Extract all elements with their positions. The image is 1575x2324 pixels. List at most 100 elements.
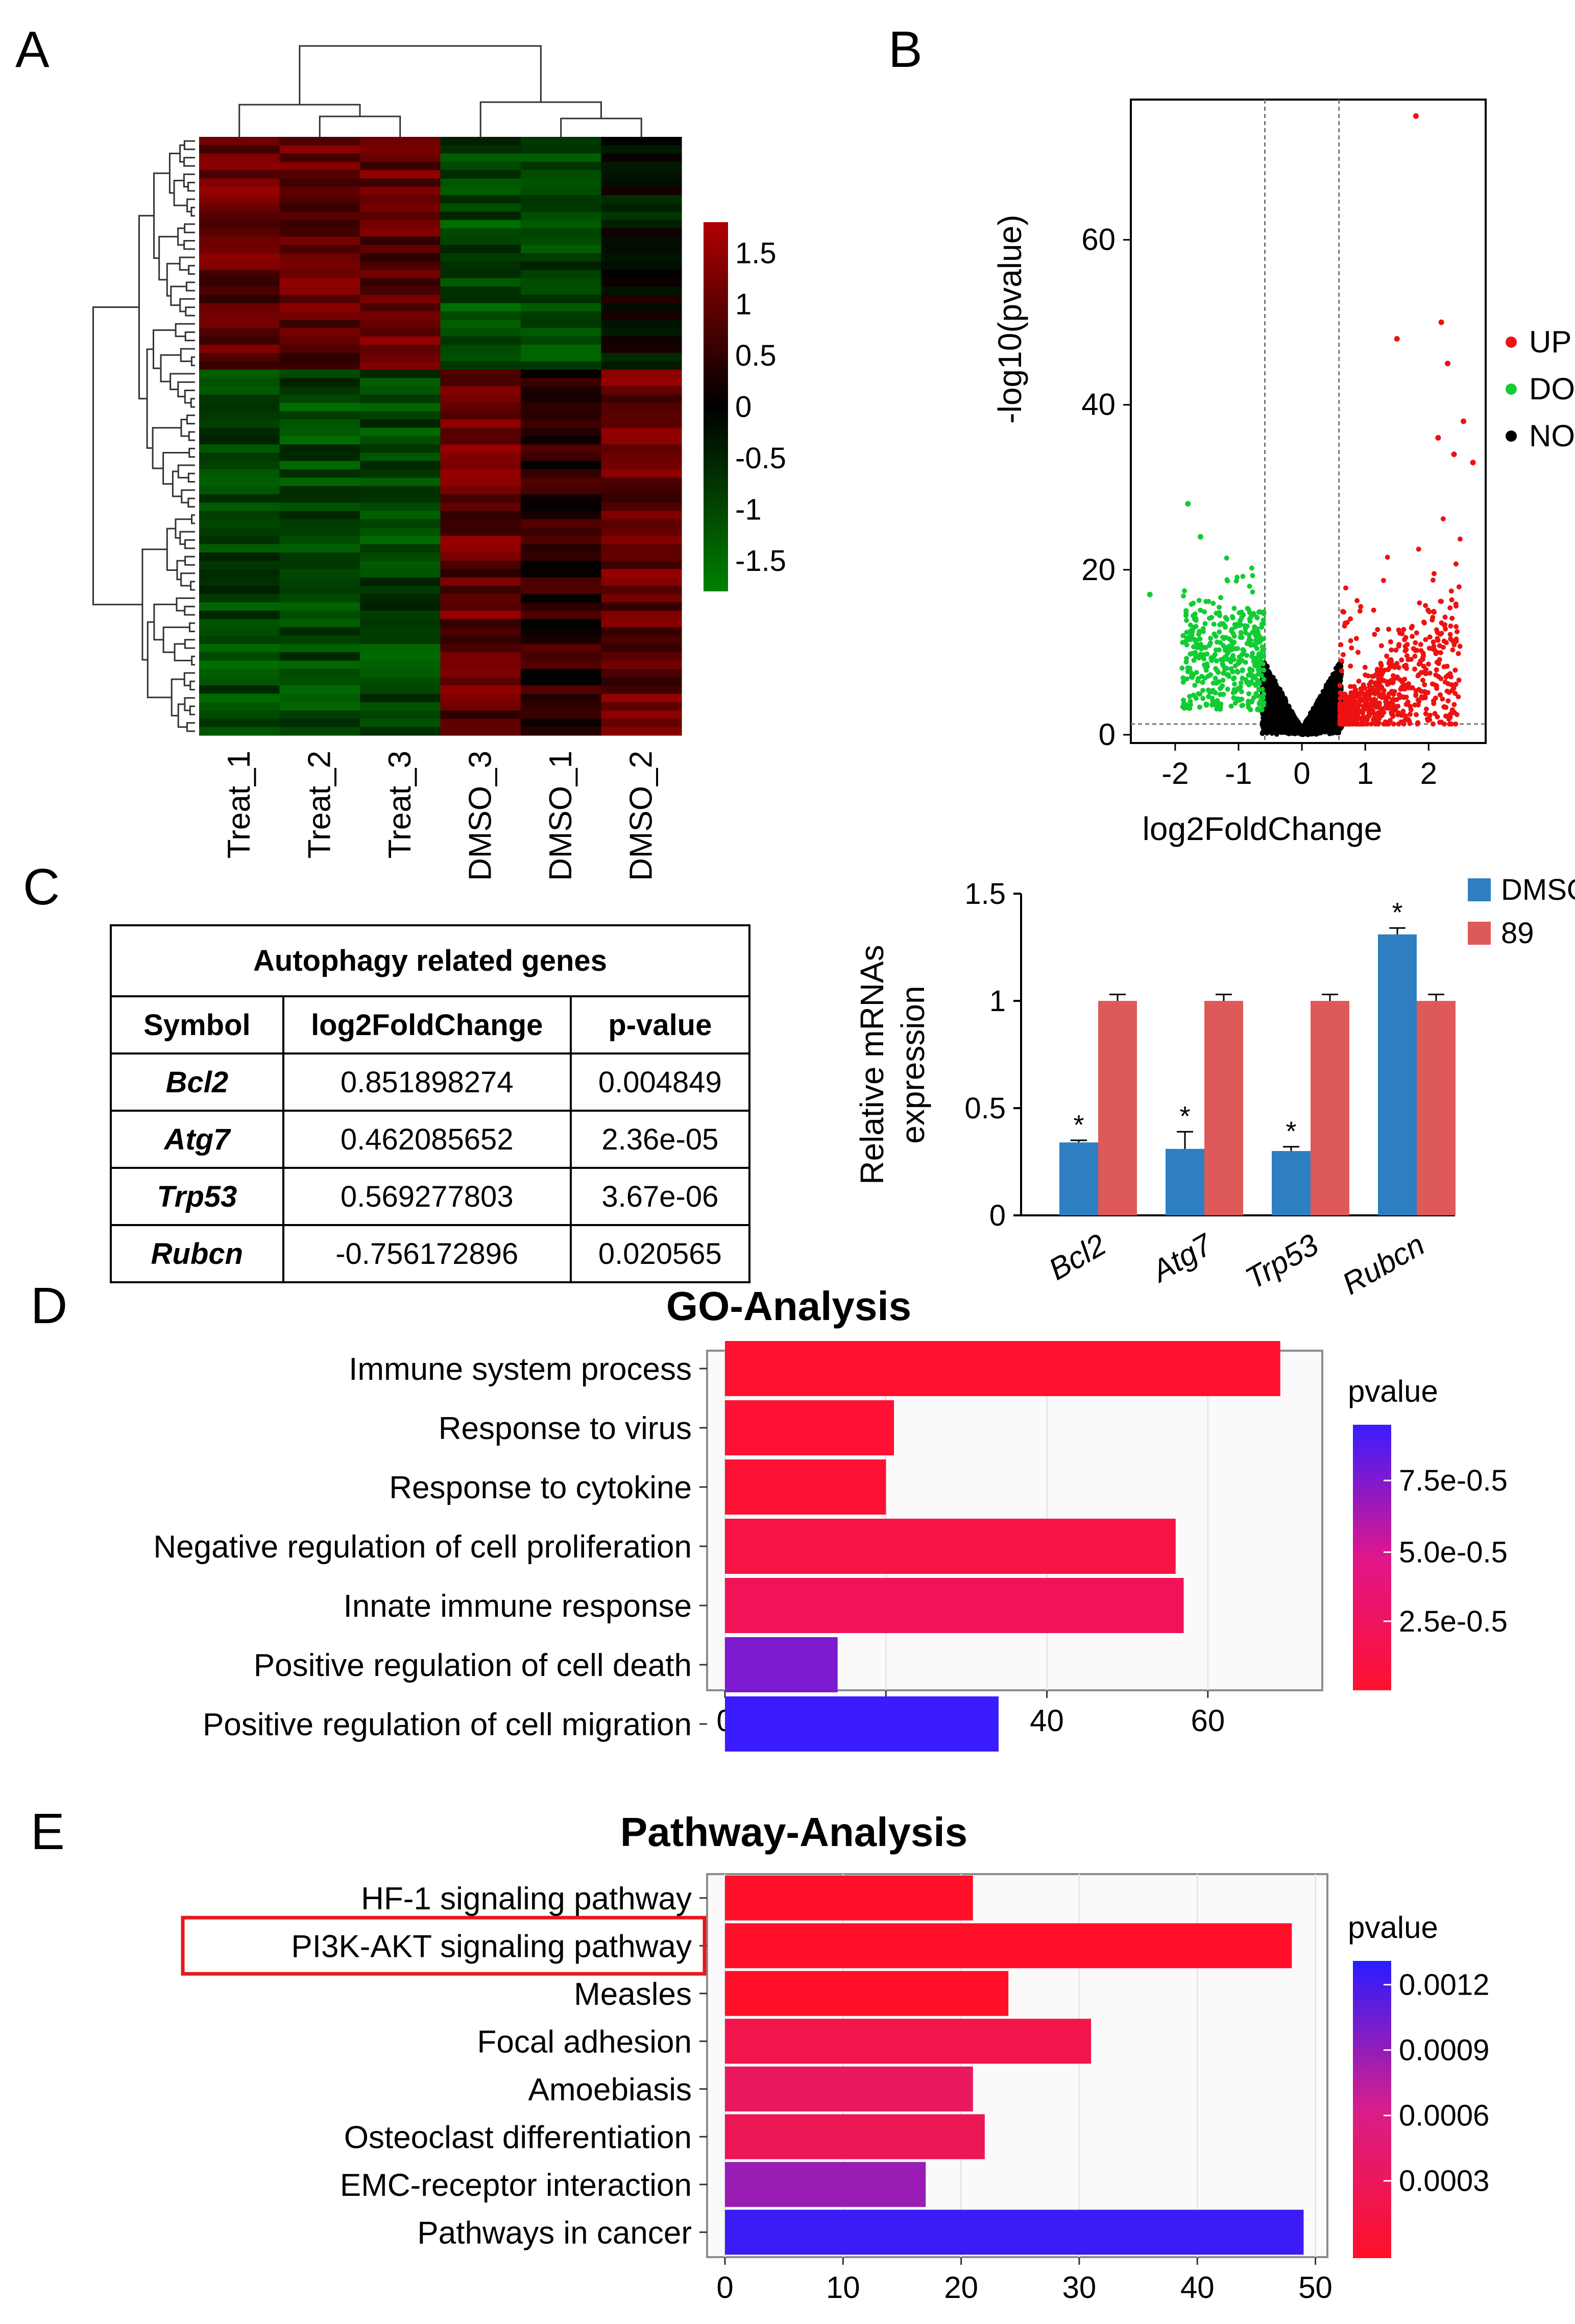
volcano-point-up	[1443, 626, 1448, 632]
heatmap-cell	[440, 270, 521, 279]
heatmap-cell	[601, 561, 682, 570]
volcano-point-down	[1257, 701, 1262, 707]
category-bar	[725, 1519, 1176, 1574]
legend-swatch	[1468, 922, 1491, 945]
heatmap-cell	[440, 477, 521, 487]
volcano-point-up	[1404, 682, 1410, 688]
volcano-point-up	[1411, 646, 1416, 652]
heatmap-cell	[601, 411, 682, 420]
volcano-point-down	[1198, 607, 1203, 613]
volcano-point-up	[1407, 711, 1413, 717]
heatmap-cell	[279, 544, 360, 553]
significance-marker: *	[1179, 1101, 1190, 1132]
heatmap-cell	[601, 170, 682, 179]
volcano-point-down	[1249, 679, 1254, 685]
volcano-point-down	[1202, 621, 1208, 627]
volcano-point-up	[1449, 615, 1455, 621]
heatmap-cell	[199, 452, 280, 462]
heatmap-cell	[521, 619, 602, 628]
heatmap-cell	[279, 411, 360, 420]
volcano-point-up	[1362, 692, 1368, 698]
dendrogram-branch	[184, 639, 195, 649]
heatmap-cell	[440, 286, 521, 295]
volcano-point-down	[1258, 673, 1264, 678]
heatmap-cell	[521, 511, 602, 520]
volcano-point-down	[1209, 658, 1215, 663]
volcano-point-not	[1274, 684, 1279, 690]
category-bar	[725, 1459, 886, 1515]
dendrogram-branch	[191, 514, 195, 524]
dendrogram-branch	[184, 331, 195, 342]
heatmap-cell	[601, 253, 682, 262]
volcano-point-down	[1179, 665, 1185, 671]
gene-pvalue: 3.67e-06	[569, 1167, 751, 1226]
volcano-point-up	[1387, 664, 1393, 670]
heatmap-cell	[601, 627, 682, 636]
volcano-point-up	[1421, 653, 1426, 658]
heatmap-cell	[440, 369, 521, 378]
heatmap-cell	[199, 710, 280, 720]
heatmap-cell	[601, 336, 682, 345]
heatmap-cell	[360, 643, 441, 653]
volcano-point-not	[1297, 722, 1302, 728]
volcano-point-down	[1180, 675, 1186, 681]
volcano-point-down	[1228, 666, 1234, 672]
heatmap-cell	[440, 619, 521, 628]
heatmap-cell	[199, 419, 280, 428]
volcano-point-up	[1453, 624, 1459, 630]
volcano-point-down	[1218, 692, 1223, 697]
heatmap-cell	[199, 610, 280, 619]
dendrogram-branch	[190, 581, 195, 591]
heatmap-cell	[279, 402, 360, 412]
panel-label-e: E	[31, 1803, 65, 1860]
volcano-point-down	[1194, 670, 1199, 675]
volcano-point-up	[1373, 700, 1378, 706]
volcano-point-down	[1206, 598, 1211, 604]
heatmap-cell	[521, 419, 602, 428]
heatmap-cell	[521, 610, 602, 619]
heatmap-cell	[199, 469, 280, 478]
heatmap-cell	[279, 211, 360, 221]
legend-marker	[1506, 337, 1517, 348]
heatmap-cell	[440, 685, 521, 694]
dendrogram-branch	[173, 179, 187, 206]
volcano-point-down	[1233, 624, 1239, 630]
heatmap-cell	[440, 594, 521, 603]
volcano-point-not	[1309, 714, 1315, 720]
volcano-point-down	[1238, 622, 1244, 628]
heatmap-cell	[521, 569, 602, 578]
heatmap-cell	[601, 477, 682, 487]
volcano-point-down	[1261, 611, 1267, 616]
volcano-point-up	[1374, 666, 1380, 672]
heatmap-cell	[601, 295, 682, 304]
heatmap-cell	[360, 195, 441, 204]
color-scale-tick: 0.5	[735, 339, 777, 372]
dendrogram-branch	[183, 173, 195, 188]
heatmap-cell	[199, 486, 280, 495]
volcano-point-down	[1184, 635, 1190, 641]
volcano-point-not	[1332, 699, 1338, 704]
heatmap-cell	[360, 344, 441, 353]
heatmap-cell	[521, 436, 602, 445]
heatmap-cell	[601, 278, 682, 287]
heatmap-cell	[601, 552, 682, 561]
category-bar	[725, 1400, 894, 1455]
volcano-point-up	[1379, 695, 1385, 700]
heatmap-cell	[601, 685, 682, 694]
volcano-point-down	[1241, 612, 1246, 618]
volcano-point-up	[1432, 647, 1437, 653]
heatmap-cell	[199, 494, 280, 503]
volcano-point-up	[1445, 698, 1451, 704]
volcano-point-up	[1365, 697, 1370, 702]
volcano-point-up	[1423, 637, 1428, 642]
volcano-point-not	[1330, 722, 1336, 727]
volcano-point-not	[1264, 671, 1269, 677]
category-label: Response to cytokine	[389, 1470, 692, 1505]
volcano-point-down	[1226, 674, 1231, 679]
heatmap-cell	[199, 594, 280, 603]
heatmap-cell	[199, 702, 280, 711]
heatmap-cell	[360, 619, 441, 628]
heatmap-cell	[521, 528, 602, 536]
y-tick-label: 1.5	[964, 877, 1006, 911]
heatmap-cell	[279, 328, 360, 337]
